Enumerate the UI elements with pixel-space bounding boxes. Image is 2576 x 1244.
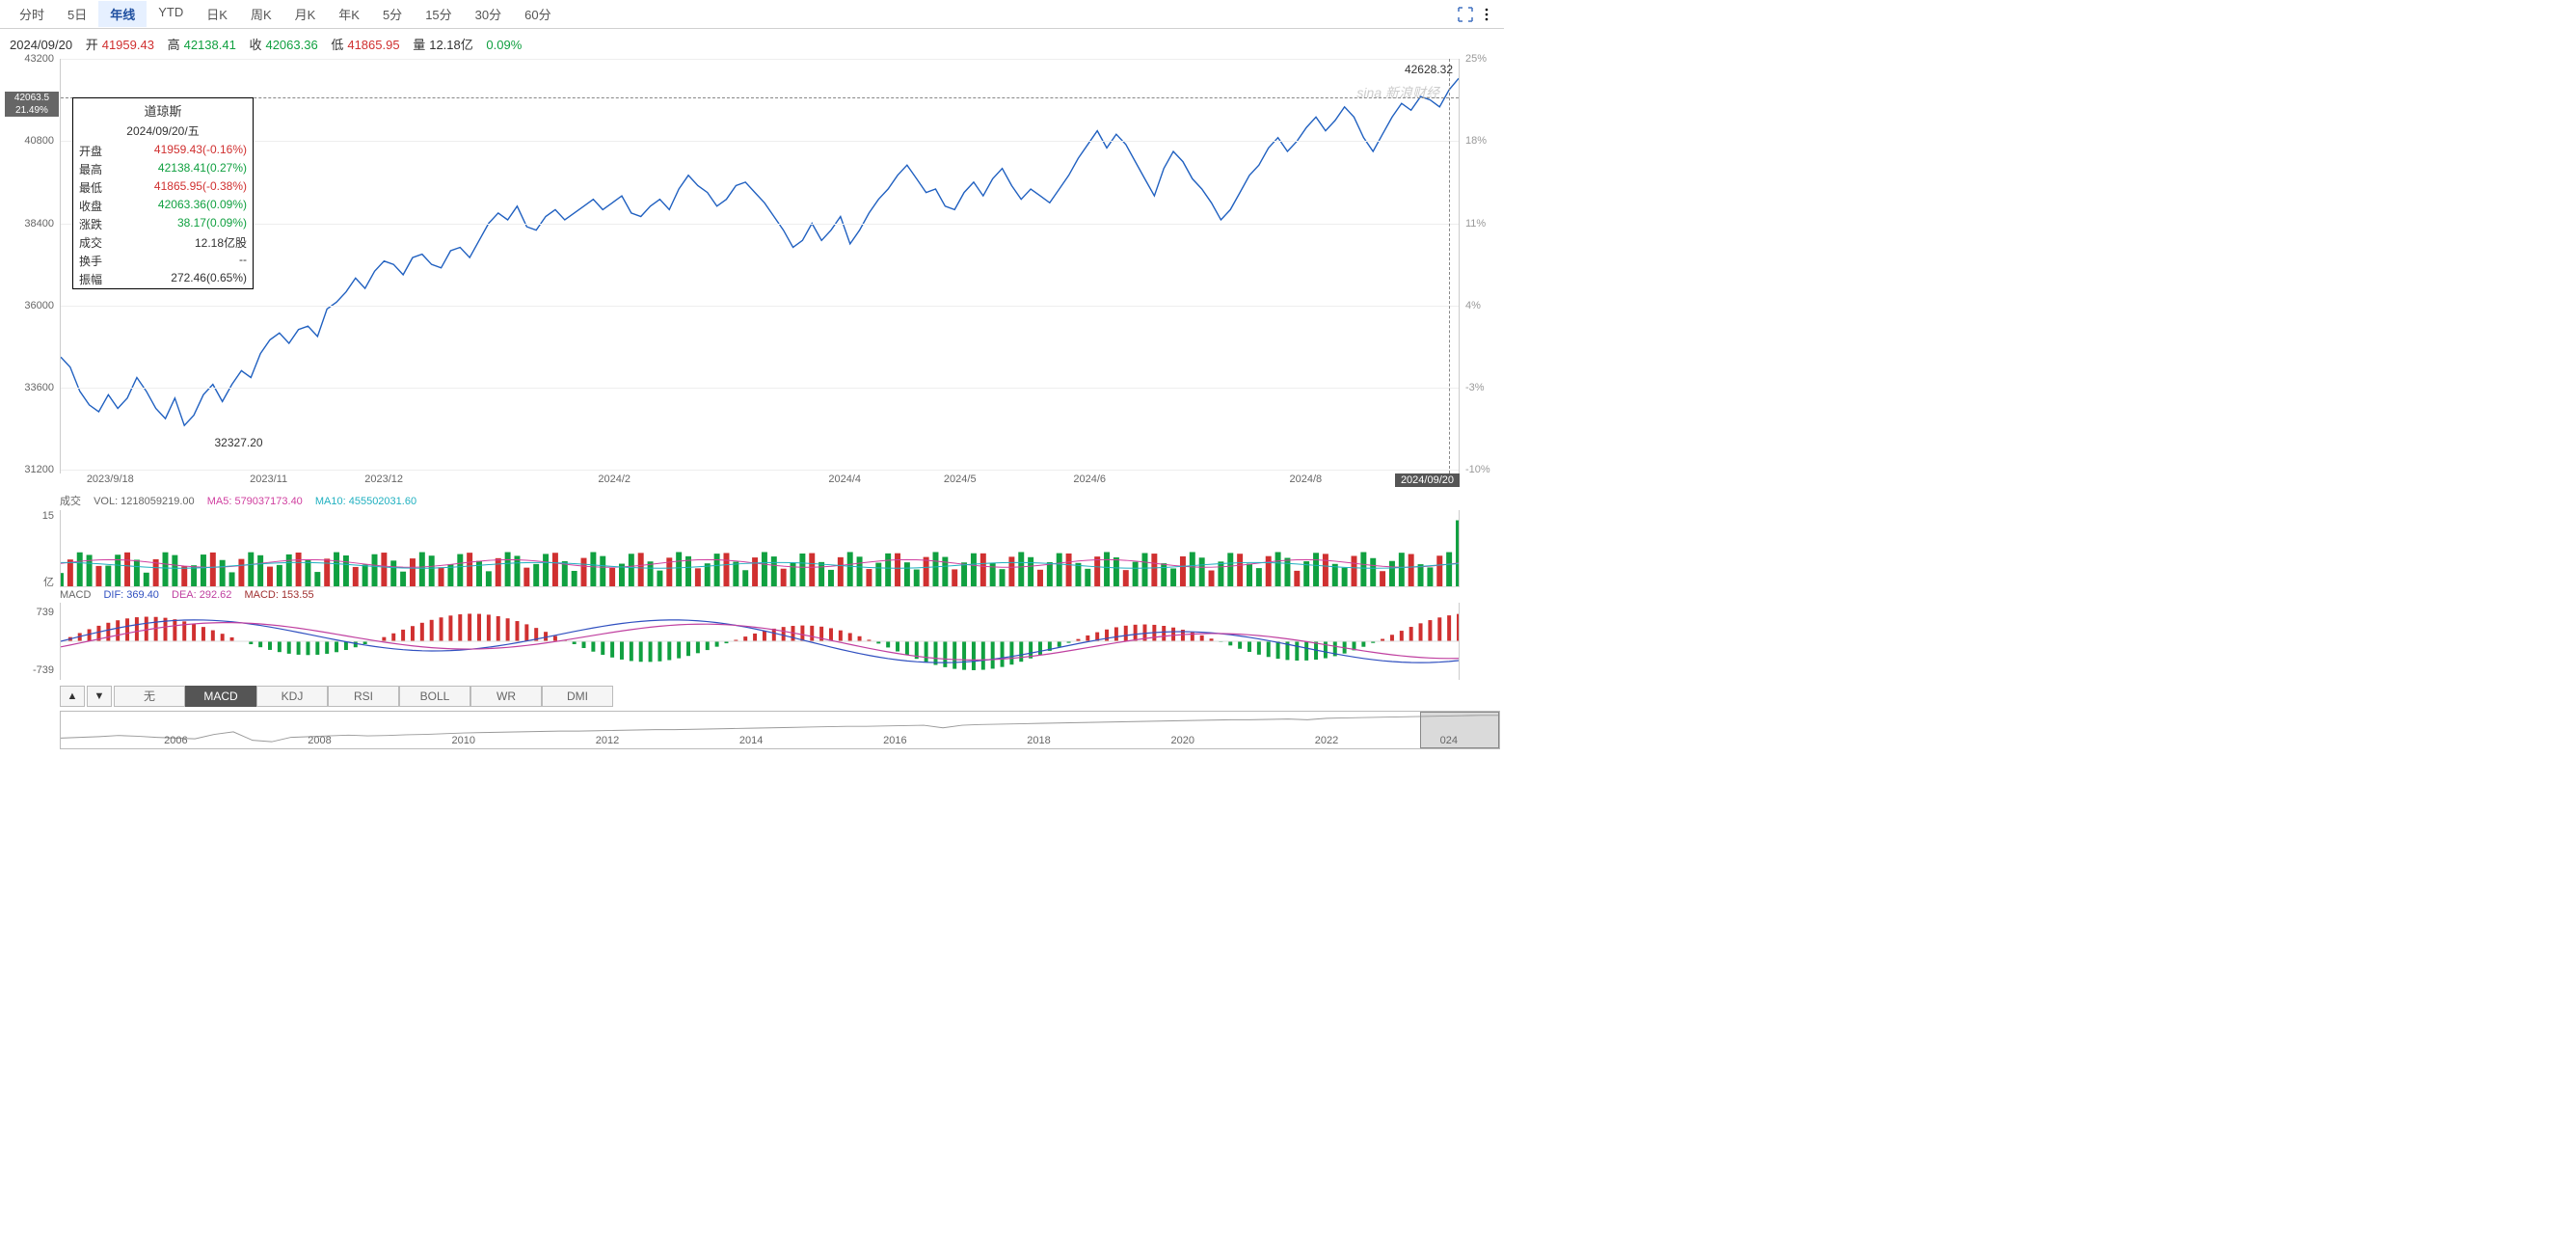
macd-legend: MACD DIF: 369.40 DEA: 292.62 MACD: 153.5… xyxy=(60,587,1564,601)
volume-legend: 成交 VOL: 1218059219.00 MA5: 579037173.40 … xyxy=(60,491,1564,508)
navigator-selection[interactable] xyxy=(1420,712,1499,748)
info-volume: 12.18亿 xyxy=(429,38,473,52)
tooltip-row: 最高42138.41(0.27%) xyxy=(73,160,253,178)
indicator-up-button[interactable]: ▲ xyxy=(60,686,85,707)
tooltip-row: 成交12.18亿股 xyxy=(73,233,253,252)
high-label: 42628.32 xyxy=(1405,63,1453,76)
time-tab-3[interactable]: YTD xyxy=(147,1,195,27)
crosshair-price-badge: 42063.5 xyxy=(5,92,59,104)
indicator-tab-无[interactable]: 无 xyxy=(114,686,185,707)
time-tab-10[interactable]: 30分 xyxy=(464,1,513,27)
time-tab-1[interactable]: 5日 xyxy=(56,1,98,27)
indicator-tab-BOLL[interactable]: BOLL xyxy=(399,686,470,707)
info-date: 2024/09/20 xyxy=(10,38,72,52)
tooltip-row: 开盘41959.43(-0.16%) xyxy=(73,142,253,160)
tooltip-row: 换手-- xyxy=(73,252,253,270)
info-low: 41865.95 xyxy=(347,38,399,52)
indicator-tab-WR[interactable]: WR xyxy=(470,686,542,707)
fullscreen-icon[interactable] xyxy=(1456,5,1475,24)
watermark: sina 新浪财经 xyxy=(1356,83,1439,102)
info-close: 42063.36 xyxy=(265,38,317,52)
more-icon[interactable] xyxy=(1477,5,1496,24)
time-tab-7[interactable]: 年K xyxy=(327,1,371,27)
tooltip-name: 道琼斯 xyxy=(73,98,253,122)
tooltip-row: 涨跌38.17(0.09%) xyxy=(73,215,253,233)
info-pct: 0.09% xyxy=(486,38,522,52)
tooltip-row: 最低41865.95(-0.38%) xyxy=(73,178,253,197)
indicator-tab-KDJ[interactable]: KDJ xyxy=(256,686,328,707)
time-tab-6[interactable]: 月K xyxy=(283,1,328,27)
indicator-tab-MACD[interactable]: MACD xyxy=(185,686,256,707)
indicator-tab-DMI[interactable]: DMI xyxy=(542,686,613,707)
crosshair-pct-badge: 21.49% xyxy=(5,104,59,117)
time-tab-2[interactable]: 年线 xyxy=(98,1,147,27)
volume-chart[interactable]: 15 亿 xyxy=(4,510,1500,587)
time-tab-4[interactable]: 日K xyxy=(195,1,239,27)
indicator-tab-RSI[interactable]: RSI xyxy=(328,686,399,707)
time-tab-8[interactable]: 5分 xyxy=(371,1,414,27)
x-highlight: 2024/09/20 xyxy=(1395,473,1460,487)
info-open: 41959.43 xyxy=(102,38,154,52)
info-high: 42138.41 xyxy=(184,38,236,52)
navigator[interactable]: 200620082010201220142016201820202022024 xyxy=(60,711,1500,749)
time-tab-9[interactable]: 15分 xyxy=(414,1,463,27)
ohlc-tooltip: 道琼斯 2024/09/20/五 开盘41959.43(-0.16%)最高421… xyxy=(72,97,254,289)
indicator-down-button[interactable]: ▼ xyxy=(87,686,112,707)
ohlc-infobar: 2024/09/20 开41959.43 高42138.41 收42063.36… xyxy=(0,29,1504,59)
tooltip-row: 收盘42063.36(0.09%) xyxy=(73,197,253,215)
price-chart[interactable]: 312003360036000384004080043200 -10%-3%4%… xyxy=(4,59,1500,473)
time-range-toolbar: 分时5日年线YTD日K周K月K年K5分15分30分60分 xyxy=(0,0,1504,29)
macd-chart[interactable]: 739 -739 xyxy=(4,603,1500,680)
low-label: 32327.20 xyxy=(215,436,263,449)
indicator-tabs: ▲ ▼ 无MACDKDJRSIBOLLWRDMI xyxy=(60,684,1500,709)
tooltip-date: 2024/09/20/五 xyxy=(73,122,253,142)
tooltip-row: 振幅272.46(0.65%) xyxy=(73,270,253,288)
time-tab-5[interactable]: 周K xyxy=(239,1,283,27)
time-tab-11[interactable]: 60分 xyxy=(513,1,562,27)
time-tab-0[interactable]: 分时 xyxy=(8,1,56,27)
